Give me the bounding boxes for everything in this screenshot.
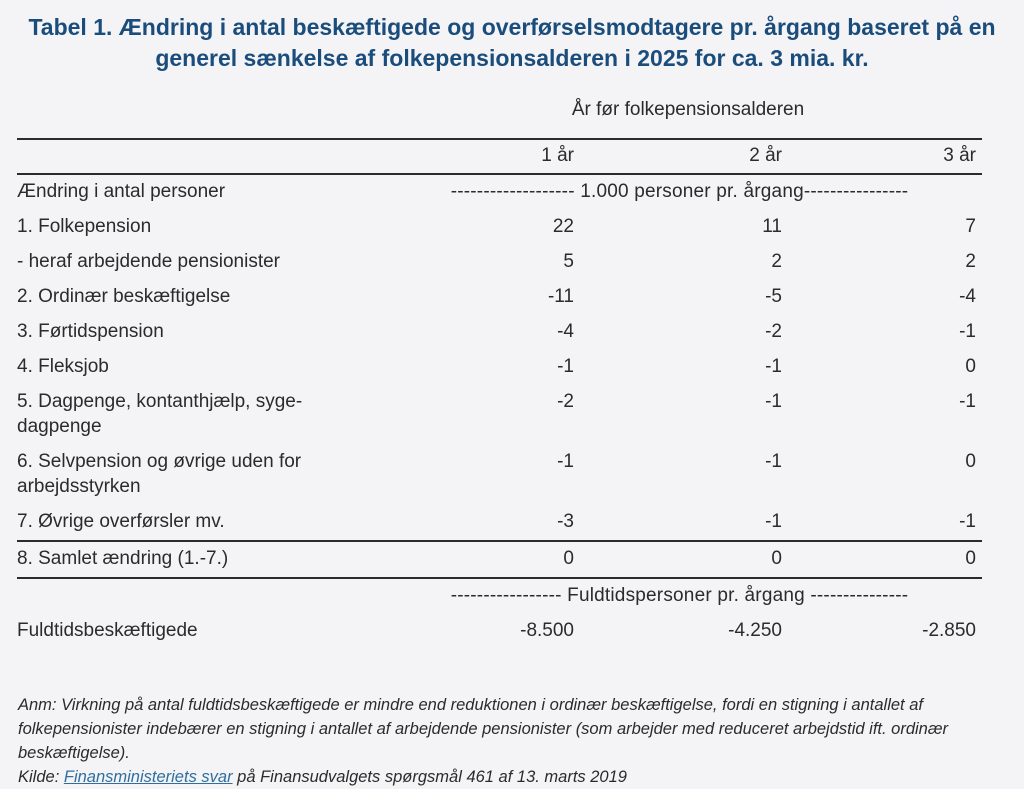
row-value: 0 <box>965 451 976 472</box>
row-label: 3. Førtidspension <box>17 321 164 342</box>
row-value: -4 <box>557 321 574 342</box>
fulltime-row-value: -4.250 <box>728 620 782 641</box>
fulltime-row-value: -8.500 <box>520 620 574 641</box>
section-label-empty <box>17 578 377 614</box>
unit-line-persons: ------------------- 1.000 personer pr. å… <box>450 181 909 202</box>
total-row-value: 0 <box>580 540 788 579</box>
data-table: 1 år 2 år 3 år Ændring i antal personer … <box>17 138 982 649</box>
table-body-rows: 1. Folkepension 22 11 7- heraf arbejdende p… <box>17 210 982 541</box>
table-row: 4. Fleksjob -1 -1 0 <box>17 350 982 385</box>
row-label: 1. Folkepension <box>17 216 152 237</box>
table-row: 5. Dagpenge, kontanthjælp, syge-dagpenge… <box>17 385 982 445</box>
row-value: -4 <box>959 286 976 307</box>
section-label: Ændring i antal personer <box>17 181 226 202</box>
kilde-suffix: på Finansudvalgets spørgsmål 461 af 13. … <box>232 768 627 786</box>
column-header-2-aar: 2 år <box>580 138 788 175</box>
row-value: -2 <box>557 391 574 412</box>
row-value: 0 <box>965 356 976 377</box>
row-value: -1 <box>959 511 976 532</box>
section-persons-header: Ændring i antal personer ---------------… <box>17 174 982 210</box>
kilde-prefix: Kilde: <box>18 768 64 786</box>
table-notes: Anm: Virkning på antal fuldtidsbeskæftig… <box>18 693 998 789</box>
table-footer-rows: 8. Samlet ændring (1.-7.) 0 0 0 --------… <box>17 540 982 649</box>
row-label: 6. Selvpension og øvrige uden for arbejd… <box>17 451 302 497</box>
table-row: 2. Ordinær beskæftigelse -11 -5 -4 <box>17 280 982 315</box>
row-value: -1 <box>959 391 976 412</box>
row-value: -1 <box>959 321 976 342</box>
table-row: 6. Selvpension og øvrige uden for arbejd… <box>17 445 982 505</box>
table-row: 7. Øvrige overførsler mv. -3 -1 -1 <box>17 505 982 541</box>
total-row-label: 8. Samlet ændring (1.-7.) <box>17 540 377 579</box>
row-value: -1 <box>557 356 574 377</box>
row-label: - heraf arbejdende pensionister <box>17 251 281 272</box>
kilde-link[interactable]: Finansministeriets svar <box>63 768 233 786</box>
total-row-value: 0 <box>788 540 982 579</box>
row-label: 5. Dagpenge, kontanthjælp, syge-dagpenge <box>17 391 303 437</box>
table-row: - heraf arbejdende pensionister 5 2 2 <box>17 245 982 280</box>
row-value: 2 <box>771 251 782 272</box>
total-row-value: 0 <box>377 540 580 579</box>
column-header-empty <box>17 138 377 175</box>
section-row-persons: Ændring i antal personer ---------------… <box>17 174 982 210</box>
row-value: -1 <box>765 391 782 412</box>
note-anm: Anm: Virkning på antal fuldtidsbeskæftig… <box>18 696 949 762</box>
row-label: 2. Ordinær beskæftigelse <box>17 286 231 307</box>
row-value: -1 <box>557 451 574 472</box>
row-value: -5 <box>765 286 782 307</box>
row-value: -2 <box>765 321 782 342</box>
unit-line-fulltime: ----------------- Fuldtidspersoner pr. å… <box>450 585 909 606</box>
section-row-fulltime: ----------------- Fuldtidspersoner pr. å… <box>17 578 982 614</box>
column-group-header: År før folkepensionsalderen <box>571 99 805 120</box>
note-kilde: Kilde: Finansministeriets svar på Finans… <box>18 765 998 789</box>
table-row: 1. Folkepension 22 11 7 <box>17 210 982 245</box>
document-page: Tabel 1. Ændring i antal beskæftigede og… <box>0 12 1024 786</box>
row-value: -1 <box>765 356 782 377</box>
fulltime-row: Fuldtidsbeskæftigede -8.500 -4.250 -2.85… <box>17 614 982 649</box>
row-value: 5 <box>563 251 574 272</box>
row-value: -11 <box>547 286 574 307</box>
column-header-1-aar: 1 år <box>377 138 580 175</box>
fulltime-row-label: Fuldtidsbeskæftigede <box>17 620 198 641</box>
row-value: -1 <box>765 451 782 472</box>
row-value: -3 <box>557 511 574 532</box>
column-header-row: 1 år 2 år 3 år <box>17 138 982 175</box>
row-value: -1 <box>765 511 782 532</box>
row-value: 2 <box>965 251 976 272</box>
row-label: 4. Fleksjob <box>17 356 109 377</box>
row-label: 7. Øvrige overførsler mv. <box>17 511 225 532</box>
row-value: 11 <box>762 216 782 237</box>
table-title: Tabel 1. Ændring i antal beskæftigede og… <box>28 14 996 71</box>
total-row: 8. Samlet ændring (1.-7.) 0 0 0 <box>17 540 982 579</box>
table-header: 1 år 2 år 3 år <box>17 138 982 175</box>
fulltime-row-value: -2.850 <box>922 620 976 641</box>
row-value: 22 <box>552 216 574 237</box>
column-header-3-aar: 3 år <box>788 138 982 175</box>
row-value: 7 <box>965 216 976 237</box>
table-row: 3. Førtidspension -4 -2 -1 <box>17 315 982 350</box>
